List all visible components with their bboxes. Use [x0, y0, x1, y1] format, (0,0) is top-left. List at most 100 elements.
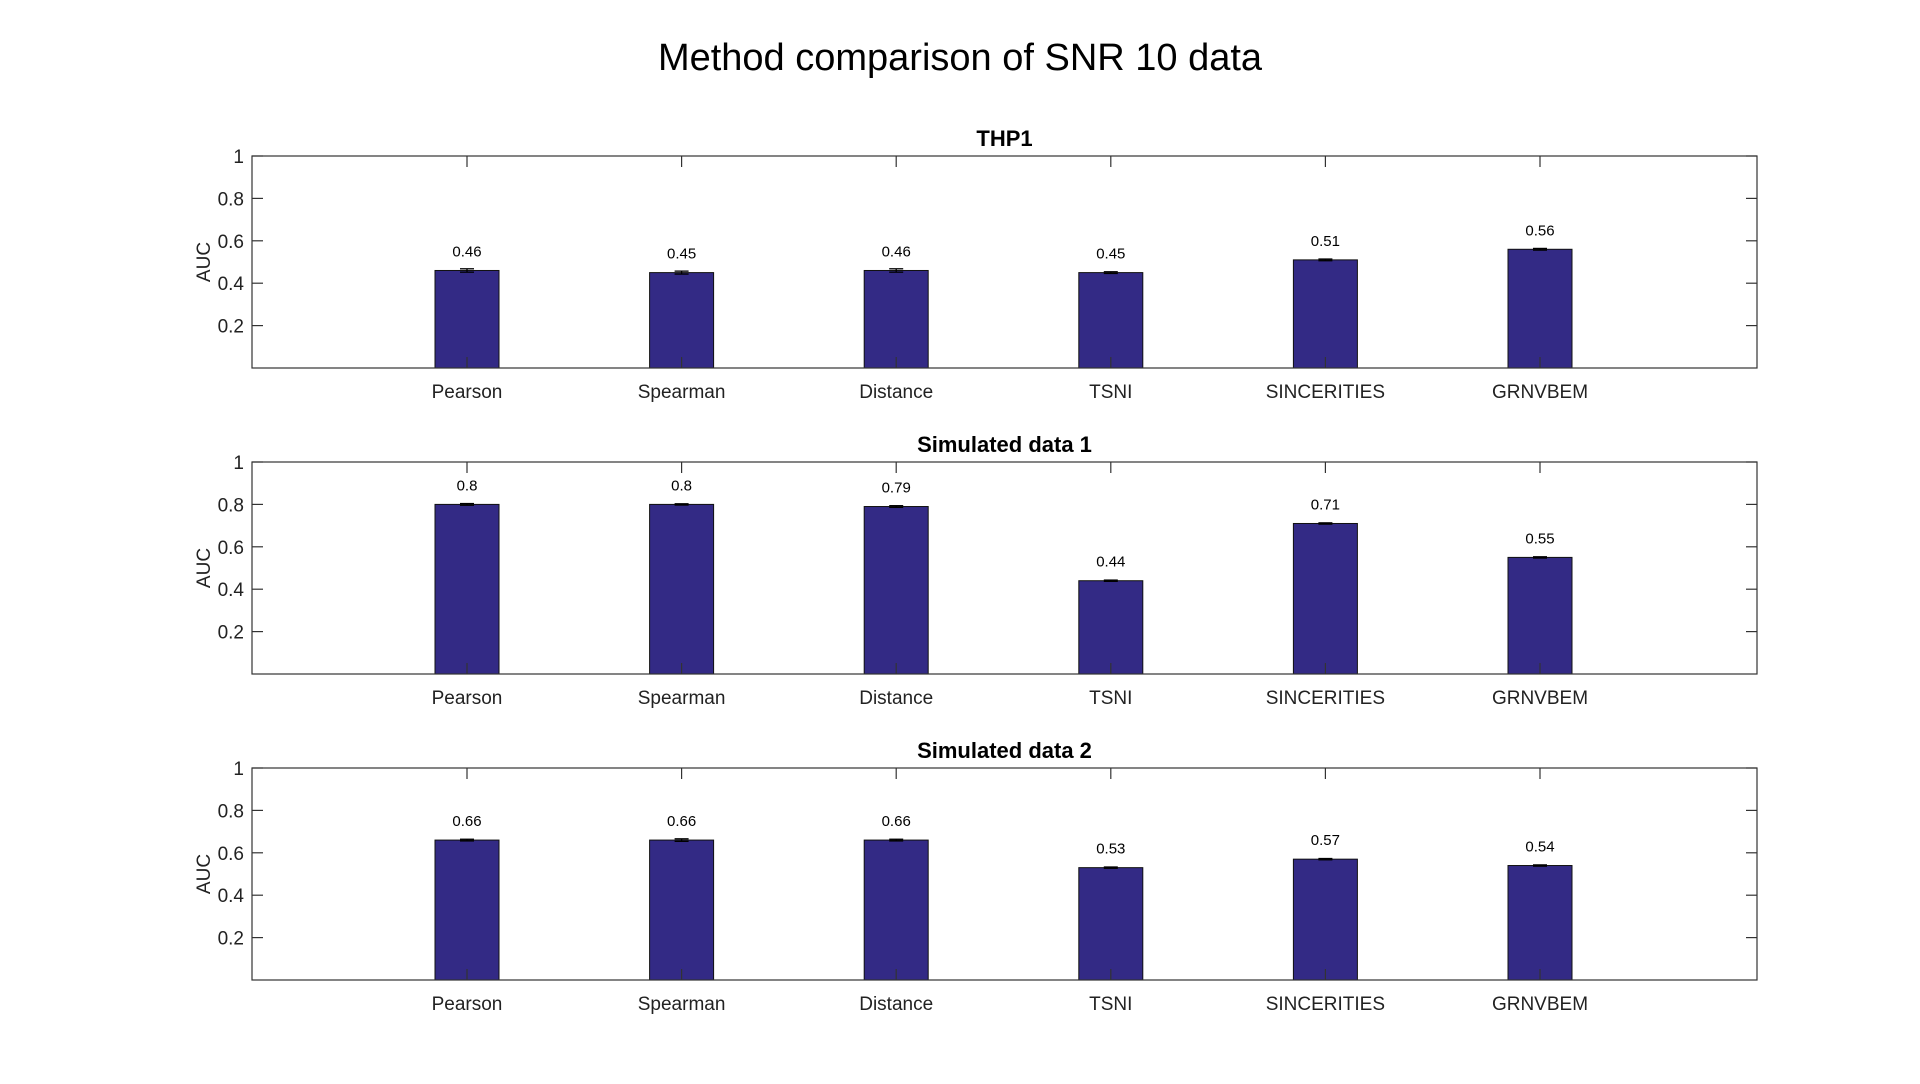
data-label: 0.8	[671, 477, 692, 494]
y-tick-label: 0.4	[218, 580, 245, 601]
bar	[1078, 580, 1144, 675]
x-tick-label: Pearson	[432, 688, 503, 709]
y-tick-label: 0.8	[218, 189, 244, 210]
data-label: 0.57	[1311, 832, 1340, 849]
data-label: 0.46	[882, 243, 911, 260]
bar	[434, 503, 500, 675]
error-bar	[889, 838, 904, 842]
subplot-title: Simulated data 2	[917, 738, 1092, 763]
x-tick-label: Pearson	[432, 994, 503, 1015]
data-label: 0.66	[452, 813, 481, 830]
bar	[649, 839, 715, 981]
y-tick-label: 0.4	[218, 274, 245, 295]
error-bar	[674, 270, 689, 275]
y-tick-label: 1	[233, 453, 244, 474]
y-tick-label: 0.6	[218, 232, 244, 253]
data-label: 0.53	[1096, 841, 1125, 858]
data-label: 0.56	[1525, 222, 1554, 239]
bar	[649, 272, 715, 369]
x-tick-label: Distance	[859, 688, 933, 709]
y-tick-label: 1	[233, 147, 244, 168]
data-label: 0.66	[667, 813, 696, 830]
data-label: 0.55	[1525, 530, 1554, 547]
error-bar	[1318, 522, 1333, 525]
data-label: 0.45	[667, 246, 696, 263]
data-label: 0.54	[1525, 839, 1554, 856]
data-label: 0.8	[457, 477, 478, 494]
error-bar	[1103, 579, 1118, 583]
x-tick-label: Pearson	[432, 382, 503, 403]
error-bar	[460, 838, 474, 842]
y-tick-label: 0.4	[218, 886, 245, 907]
axes-frame	[251, 461, 1758, 675]
subplot-2: Simulated data 1 AUC 0.8 Pearson 0.8 Spearman…	[194, 432, 1758, 709]
bar	[434, 269, 500, 369]
error-bar	[1318, 857, 1333, 861]
axes-frame	[251, 155, 1758, 369]
bar	[1292, 522, 1358, 675]
x-tick-label: SINCERITIES	[1266, 688, 1385, 709]
error-bar	[889, 505, 904, 509]
error-bar	[460, 502, 474, 506]
y-tick-label: 0.6	[218, 538, 244, 559]
y-tick-label: 0.6	[218, 844, 244, 865]
data-label: 0.51	[1311, 233, 1340, 250]
data-label: 0.46	[452, 243, 481, 260]
error-bar	[674, 503, 689, 506]
data-label: 0.66	[882, 813, 911, 830]
error-bar	[889, 268, 904, 273]
axes-frame	[251, 767, 1758, 981]
bar	[863, 839, 929, 981]
error-bar	[1318, 258, 1333, 262]
y-axis-label: AUC	[194, 548, 215, 588]
data-label: 0.45	[1096, 246, 1125, 263]
x-tick-label: TSNI	[1089, 382, 1132, 403]
y-tick-label: 0.8	[218, 801, 244, 822]
x-tick-label: GRNVBEM	[1492, 688, 1588, 709]
x-tick-label: Distance	[859, 994, 933, 1015]
x-tick-label: GRNVBEM	[1492, 994, 1588, 1015]
bar	[1078, 272, 1144, 369]
x-tick-label: Distance	[859, 382, 933, 403]
bar	[1078, 867, 1144, 981]
data-label: 0.44	[1096, 554, 1125, 571]
error-bar	[1533, 864, 1547, 867]
bar	[649, 503, 715, 675]
bar	[1292, 259, 1358, 369]
bar	[1507, 865, 1573, 981]
subplot-3: Simulated data 2 AUC 0.66 Pearson 0.66 Spearm…	[194, 738, 1758, 1015]
subplot-title: THP1	[976, 126, 1032, 151]
y-axis-label: AUC	[194, 854, 215, 894]
bar	[1292, 858, 1358, 981]
y-tick-label: 0.8	[218, 495, 244, 516]
x-tick-label: TSNI	[1089, 994, 1132, 1015]
error-bar	[674, 838, 689, 843]
error-bar	[1103, 271, 1118, 275]
y-axis-label: AUC	[194, 242, 215, 282]
subplot-1: THP1 AUC 0.46 Pearson 0.45 Spearman 0.46 Distan…	[194, 126, 1758, 403]
x-tick-label: GRNVBEM	[1492, 382, 1588, 403]
figure-title: Method comparison of SNR 10 data	[658, 37, 1263, 79]
y-tick-label: 1	[233, 759, 244, 780]
y-tick-label: 0.2	[218, 623, 244, 644]
subplot-container: THP1 AUC 0.46 Pearson 0.45 Spearman 0.46 Distan…	[194, 126, 1758, 1015]
x-tick-label: SINCERITIES	[1266, 994, 1385, 1015]
bar	[863, 506, 929, 675]
data-label: 0.71	[1311, 496, 1340, 513]
x-tick-label: Spearman	[638, 994, 726, 1015]
x-tick-label: Spearman	[638, 688, 726, 709]
error-bar	[1533, 556, 1547, 559]
x-tick-label: Spearman	[638, 382, 726, 403]
y-tick-label: 0.2	[218, 929, 244, 950]
error-bar	[460, 268, 474, 273]
bar	[1507, 248, 1573, 369]
error-bar	[1103, 866, 1118, 869]
data-label: 0.79	[882, 480, 911, 497]
error-bar	[1533, 247, 1547, 251]
bar	[1507, 556, 1573, 675]
x-tick-label: TSNI	[1089, 688, 1132, 709]
y-tick-label: 0.2	[218, 317, 244, 338]
x-tick-label: SINCERITIES	[1266, 382, 1385, 403]
bar	[434, 839, 500, 981]
